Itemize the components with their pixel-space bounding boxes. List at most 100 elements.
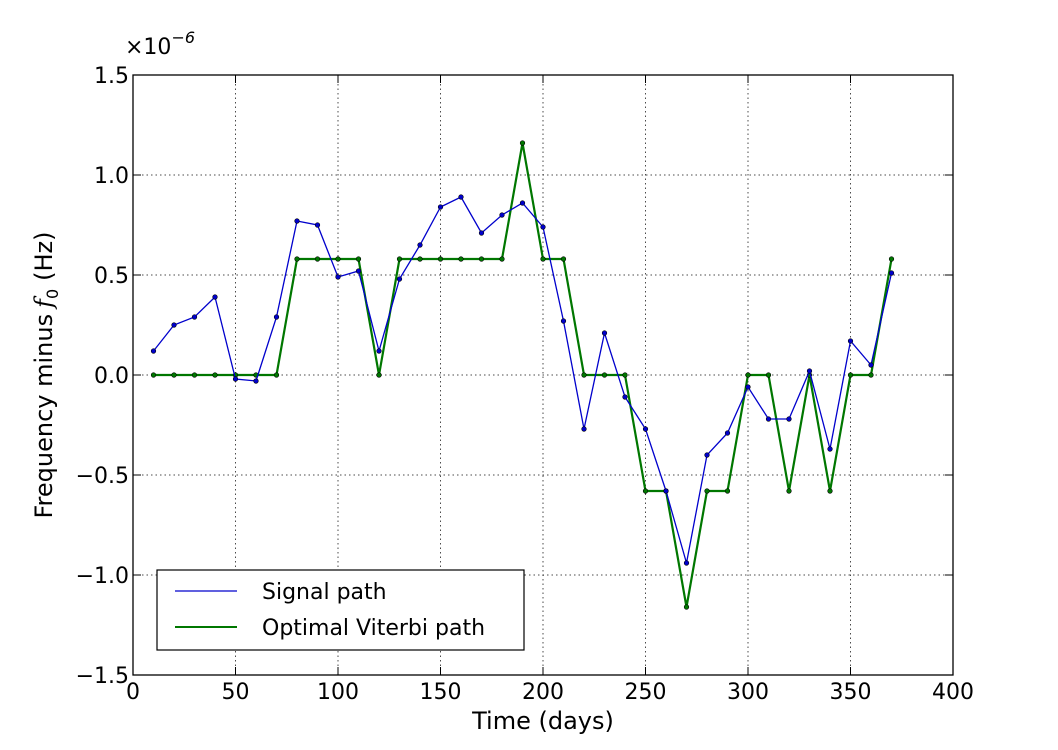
data-point xyxy=(765,372,772,378)
data-point xyxy=(376,372,382,378)
series-line xyxy=(153,142,893,608)
data-point xyxy=(622,372,628,378)
data-point xyxy=(437,256,444,262)
data-point xyxy=(847,338,854,344)
y-tick-label: −1.0 xyxy=(76,564,129,589)
data-point xyxy=(704,452,710,458)
data-point xyxy=(663,488,669,494)
data-point xyxy=(888,256,895,262)
data-point xyxy=(335,256,341,262)
data-point xyxy=(273,314,280,320)
data-point xyxy=(232,376,239,382)
data-point xyxy=(581,426,587,432)
data-point xyxy=(745,372,751,378)
data-point xyxy=(478,230,485,236)
data-point xyxy=(847,372,854,378)
y-tick-label: 1.0 xyxy=(94,164,129,189)
data-point xyxy=(314,256,321,262)
y-tick-label: −0.5 xyxy=(76,464,129,489)
series-signal-path xyxy=(150,194,895,566)
data-point xyxy=(253,378,259,384)
data-point xyxy=(786,488,792,494)
data-point xyxy=(724,430,731,436)
data-point xyxy=(212,372,218,378)
data-point xyxy=(396,256,403,262)
data-point xyxy=(355,256,362,262)
data-point xyxy=(273,372,280,378)
x-axis-label: Time (days) xyxy=(471,707,614,735)
data-point xyxy=(294,218,300,224)
data-point xyxy=(642,426,649,432)
data-point xyxy=(540,256,546,262)
y-axis-label-text: Frequency minus xyxy=(30,314,58,519)
data-point xyxy=(417,242,423,248)
y-multiplier: ×10−6 xyxy=(125,28,195,60)
data-point xyxy=(335,274,341,280)
data-point xyxy=(704,488,710,494)
data-point xyxy=(888,270,895,276)
series-layer xyxy=(150,140,895,610)
data-point xyxy=(519,200,526,206)
x-tick-label: 400 xyxy=(932,680,974,705)
data-point xyxy=(765,416,772,422)
data-point xyxy=(191,314,198,320)
series-line xyxy=(152,196,893,564)
data-point xyxy=(294,256,300,262)
data-point xyxy=(724,488,731,494)
data-point xyxy=(560,256,567,262)
y-tick-label: −1.5 xyxy=(76,664,129,689)
data-point xyxy=(417,256,423,262)
x-tick-label: 200 xyxy=(522,680,564,705)
data-point xyxy=(868,362,874,368)
data-point xyxy=(499,212,505,218)
data-point xyxy=(868,372,874,378)
data-point xyxy=(171,372,177,378)
data-point xyxy=(683,604,690,610)
data-point xyxy=(622,394,628,400)
data-point xyxy=(519,140,526,146)
data-point xyxy=(540,224,546,230)
legend: Signal path Optimal Viterbi path xyxy=(156,569,525,651)
data-point xyxy=(601,330,608,336)
data-point xyxy=(601,372,608,378)
data-point xyxy=(745,384,751,390)
data-point xyxy=(478,256,485,262)
data-point xyxy=(212,294,218,300)
data-point xyxy=(458,256,464,262)
data-point xyxy=(191,372,198,378)
x-tick-label: 0 xyxy=(126,680,140,705)
x-tick-label: 100 xyxy=(317,680,359,705)
data-point xyxy=(171,322,177,328)
data-point xyxy=(827,446,833,452)
y-axis-label-unit: (Hz) xyxy=(30,231,58,280)
legend-box xyxy=(156,569,525,651)
legend-label-viterbi: Optimal Viterbi path xyxy=(262,616,485,641)
data-point xyxy=(642,488,649,494)
y-multiplier-base: ×10 xyxy=(125,35,171,60)
y-axis-label: Frequency minusf0(Hz) xyxy=(30,231,62,518)
data-point xyxy=(376,348,382,354)
y-tick-label: 1.5 xyxy=(94,64,129,89)
data-point xyxy=(786,416,792,422)
data-point xyxy=(683,560,690,566)
y-multiplier-exponent: −6 xyxy=(171,28,195,47)
x-axis: 0 50 100 150 200 250 300 350 400 xyxy=(126,75,974,705)
data-point xyxy=(827,488,833,494)
data-point xyxy=(581,372,587,378)
series-viterbi-path xyxy=(150,140,895,610)
data-point xyxy=(355,268,362,274)
x-tick-label: 300 xyxy=(727,680,769,705)
data-point xyxy=(499,256,505,262)
y-tick-label: 0.0 xyxy=(94,364,129,389)
data-point xyxy=(396,276,403,282)
y-axis: −1.5 −1.0 −0.5 0.0 0.5 1.0 1.5 xyxy=(76,64,953,689)
data-point xyxy=(458,194,464,200)
data-point xyxy=(150,348,157,354)
data-point xyxy=(314,222,321,228)
data-point xyxy=(150,372,157,378)
x-tick-label: 250 xyxy=(625,680,667,705)
legend-label-signal: Signal path xyxy=(262,580,387,605)
x-tick-label: 50 xyxy=(222,680,250,705)
y-axis-label-subscript: 0 xyxy=(43,289,62,299)
